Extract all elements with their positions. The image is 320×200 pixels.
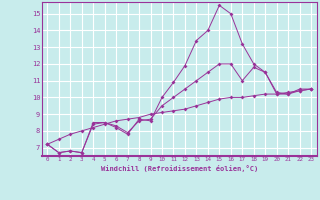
X-axis label: Windchill (Refroidissement éolien,°C): Windchill (Refroidissement éolien,°C) — [100, 165, 258, 172]
